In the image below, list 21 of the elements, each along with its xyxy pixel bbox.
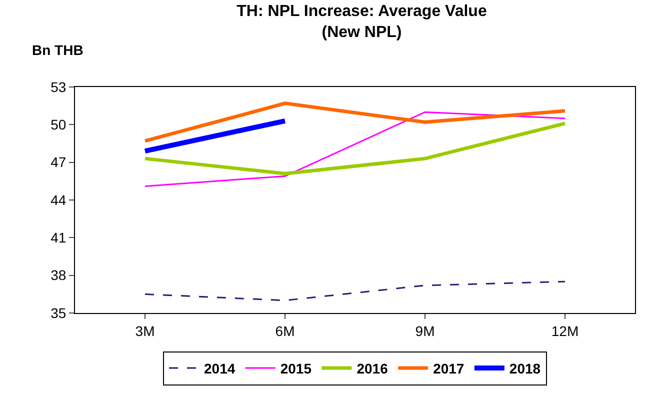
legend-label: 2015 [280, 360, 312, 376]
legend-label: 2016 [356, 360, 388, 376]
chart-title: TH: NPL Increase: Average Value (New NPL) [236, 3, 487, 41]
x-tick-label: 12M [551, 322, 579, 339]
line-series [143, 102, 567, 143]
legend-label: 2017 [433, 360, 464, 376]
legend-label: 2014 [204, 360, 236, 376]
y-tick-label: 50 [50, 116, 66, 133]
y-tick-label: 53 [50, 78, 66, 95]
y-tick-label: 47 [50, 154, 66, 170]
legend-label: 2018 [509, 360, 541, 376]
y-tick-label: 41 [50, 230, 66, 246]
line-series [144, 280, 566, 302]
y-tick-label: 38 [50, 267, 66, 284]
x-tick-label: 3M [135, 322, 155, 339]
x-tick-label: 9M [415, 322, 435, 339]
y-tick-label: 44 [50, 192, 66, 208]
y-axis-title: Bn THB [32, 42, 84, 58]
y-tick-label: 35 [50, 304, 66, 321]
x-tick-label: 6M [275, 322, 295, 339]
line-series [144, 111, 566, 187]
